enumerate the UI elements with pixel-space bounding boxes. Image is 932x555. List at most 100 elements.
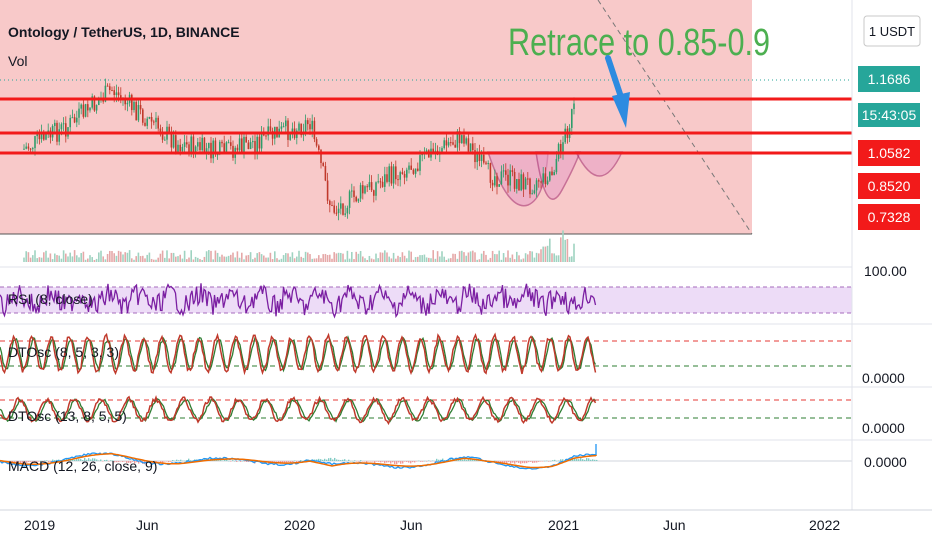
candle-body (245, 136, 247, 143)
volume-bar (505, 257, 507, 262)
volume-bar (76, 255, 78, 262)
macd-histogram-bar (588, 458, 590, 461)
macd-histogram-bar (340, 460, 342, 461)
volume-bar (560, 237, 562, 262)
candle-body (54, 122, 56, 127)
macd-histogram-bar (176, 459, 178, 461)
macd-histogram-bar (88, 458, 90, 461)
volume-bar (313, 258, 316, 262)
candle-body (513, 171, 516, 189)
macd-histogram-bar (422, 461, 424, 462)
candle-body (247, 142, 250, 150)
candle-body (29, 148, 32, 150)
volume-bar (428, 257, 430, 262)
macd-histogram-bar (590, 459, 592, 461)
macd-histogram-bar (470, 459, 472, 461)
candle-body (540, 181, 542, 183)
candle-body (379, 181, 382, 183)
macd-histogram-bar (364, 461, 366, 462)
macd-histogram-bar (222, 460, 224, 462)
currency-button[interactable]: 1 USDT (863, 15, 921, 47)
volume-bar (186, 259, 188, 262)
macd-histogram-bar (248, 461, 250, 462)
candle-body (377, 181, 379, 183)
volume-bar (434, 258, 437, 262)
volume-bar (450, 258, 452, 262)
macd-histogram-bar (74, 459, 76, 461)
macd-histogram-bar (168, 461, 170, 463)
macd-histogram-bar (320, 459, 322, 461)
macd-histogram-bar (32, 461, 34, 463)
volume-bar (531, 251, 533, 262)
macd-histogram-bar (546, 460, 548, 462)
volume-bar (254, 257, 256, 262)
macd-histogram-bar (506, 461, 508, 464)
volume-bar (494, 254, 496, 262)
volume-bar (91, 257, 93, 262)
macd-histogram-bar (458, 460, 460, 461)
volume-bar (27, 252, 30, 262)
volume-bar (102, 256, 104, 262)
macd-histogram-bar (354, 460, 356, 461)
volume-bar (161, 250, 164, 262)
volume-bar (458, 251, 461, 262)
candle-body (535, 180, 538, 191)
volume-bar (529, 251, 531, 262)
candle-body (498, 184, 500, 187)
macd-histogram-bar (22, 461, 24, 463)
volume-bar (166, 250, 168, 262)
macd-histogram-bar (498, 461, 500, 463)
candle-body (480, 154, 483, 162)
volume-bar (472, 250, 474, 262)
volume-bar (524, 253, 527, 262)
volume-bar (513, 259, 516, 262)
macd-histogram-bar (28, 461, 30, 463)
volume-bar (276, 258, 278, 262)
volume-bar (223, 256, 225, 262)
macd-histogram-bar (578, 459, 580, 461)
macd-histogram-bar (596, 459, 598, 461)
candle-body (190, 136, 192, 155)
macd-histogram-bar (34, 461, 36, 463)
candle-body (89, 107, 91, 111)
candle-body (333, 205, 335, 213)
macd-histogram-bar (500, 461, 502, 463)
volume-bar (120, 251, 122, 262)
macd-histogram-bar (580, 457, 582, 461)
volume-bar (131, 258, 133, 262)
macd-histogram-bar (554, 459, 556, 461)
macd-histogram-bar (240, 461, 242, 462)
macd-histogram-bar (164, 461, 166, 462)
volume-bar (436, 251, 439, 262)
volume-bar (249, 252, 252, 262)
volume-bar (69, 252, 71, 262)
volume-bar (32, 255, 34, 262)
volume-bar (326, 254, 329, 262)
macd-histogram-bar (560, 459, 562, 461)
candle-body (322, 162, 324, 166)
macd-histogram-bar (472, 458, 474, 461)
macd-histogram-bar (436, 458, 438, 461)
macd-histogram-bar (132, 461, 134, 462)
candle-body (342, 203, 344, 215)
volume-bar (465, 255, 467, 262)
macd-histogram-bar (442, 458, 444, 461)
dtosc-2-line (0, 394, 597, 426)
candle-body (212, 140, 214, 159)
macd-histogram-bar (504, 461, 506, 463)
candle-body (443, 140, 445, 149)
candle-body (452, 142, 454, 145)
volume-bar (370, 258, 373, 262)
macd-histogram-bar (350, 460, 352, 462)
volume-bar (432, 250, 434, 262)
volume-bar (421, 255, 423, 262)
candle-body (106, 85, 109, 87)
macd-histogram-bar (178, 460, 180, 461)
candle-body (260, 132, 263, 149)
candle-body (370, 182, 373, 191)
candle-body (564, 128, 566, 143)
macd-histogram-bar (272, 461, 274, 463)
volume-bar (95, 258, 98, 262)
volume-bar (379, 252, 382, 262)
candle-body (351, 190, 353, 192)
